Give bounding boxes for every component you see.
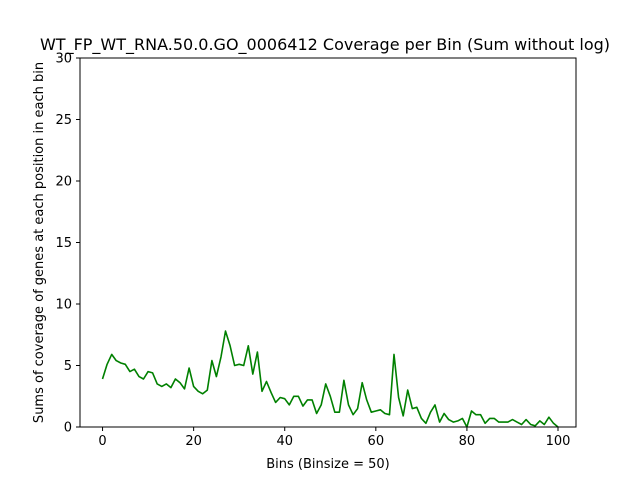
x-tick-label: 100 xyxy=(546,434,571,449)
y-axis-label: Sums of coverage of genes at each positi… xyxy=(32,62,47,423)
x-axis-label: Bins (Binsize = 50) xyxy=(266,457,390,472)
y-tick-label: 5 xyxy=(64,359,72,374)
plot-frame xyxy=(79,57,577,428)
x-tick-label: 0 xyxy=(98,434,106,449)
x-tick-label: 40 xyxy=(276,434,293,449)
y-tick-label: 25 xyxy=(55,113,72,128)
x-tick-label: 20 xyxy=(185,434,202,449)
y-axis-ticks: 0 5 10 15 20 25 30 xyxy=(55,52,80,436)
y-tick-label: 0 xyxy=(64,421,72,436)
y-tick-label: 10 xyxy=(55,298,72,313)
x-tick-label: 80 xyxy=(459,434,476,449)
series-line xyxy=(101,330,559,428)
y-tick-label: 15 xyxy=(55,236,72,251)
chart-title: WT_FP_WT_RNA.50.0.GO_0006412 Coverage pe… xyxy=(40,35,610,55)
x-tick-label: 60 xyxy=(368,434,385,449)
plot-area xyxy=(80,58,576,427)
y-tick-label: 30 xyxy=(55,52,72,67)
y-tick-label: 20 xyxy=(55,175,72,190)
